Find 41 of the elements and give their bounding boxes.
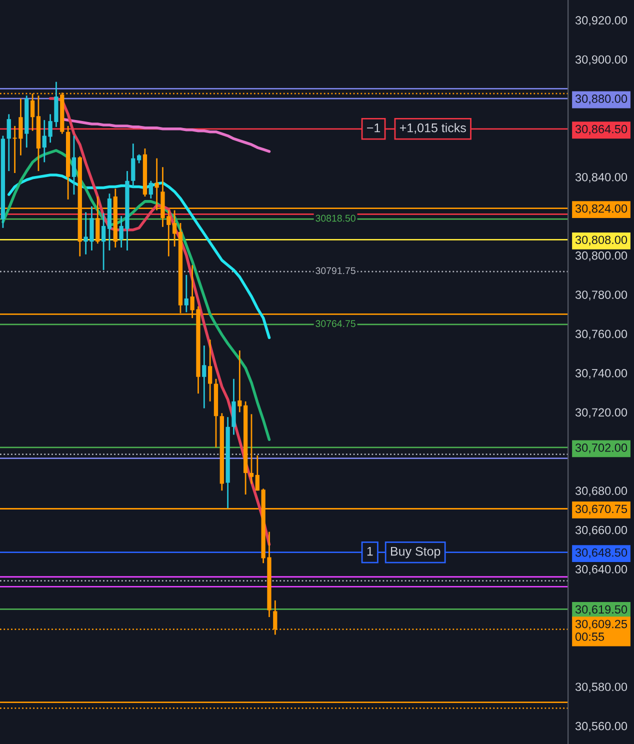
candlestick	[101, 212, 106, 271]
candlestick	[6, 114, 11, 172]
candlestick	[238, 350, 242, 413]
y-tick-label: 30,680.00	[575, 486, 628, 496]
y-tick-label: 30,760.00	[575, 330, 628, 340]
ref-line-label: 30791.75	[316, 267, 356, 274]
y-tick-label: 30,619.50	[575, 605, 628, 616]
candlestick	[184, 274, 188, 313]
candlestick	[255, 454, 260, 492]
y-tick-label: 30,640.00	[575, 565, 628, 575]
y-tick-label: 30,808.00	[575, 236, 628, 246]
annotation: 1	[367, 546, 373, 556]
y-tick-label: 30,560.00	[575, 722, 628, 732]
y-tick-label: 30,740.00	[575, 369, 628, 379]
y-tick-label: 30,702.00	[575, 444, 628, 454]
y-tick-label: 30,864.50	[575, 124, 628, 135]
y-tick-label: 30,648.50	[575, 548, 628, 558]
y-tick-label: 30,670.75	[575, 504, 628, 515]
candlestick	[249, 413, 254, 484]
y-tick-label: 30,840.00	[575, 172, 628, 183]
y-tick-label: 30,580.00	[575, 682, 628, 692]
y-tick-label: 30,800.00	[575, 251, 628, 262]
candlestick	[131, 142, 136, 188]
candlestick	[202, 344, 206, 409]
ref-line-label: 30764.75	[316, 320, 356, 328]
candlestick	[72, 135, 76, 196]
annotation: −1	[367, 124, 380, 132]
y-tick-label: 30,920.00	[575, 16, 628, 26]
candlestick	[208, 338, 212, 402]
y-tick-label: 30,609.25 00:55	[575, 620, 628, 641]
y-tick-label: 30,880.00	[575, 94, 628, 104]
y-tick-label: 30,780.00	[575, 290, 628, 300]
annotation: +1,015 ticks	[400, 123, 466, 134]
y-tick-label: 30,720.00	[575, 408, 628, 418]
annotation: Buy Stop	[391, 546, 440, 558]
y-tick-label: 30,660.00	[575, 526, 628, 536]
y-tick-label: 30,900.00	[575, 55, 628, 66]
y-tick-label: 30,824.00	[575, 204, 628, 214]
line-series	[7, 174, 271, 340]
ref-line-label: 30818.50	[316, 214, 356, 222]
candlestick	[148, 180, 153, 200]
